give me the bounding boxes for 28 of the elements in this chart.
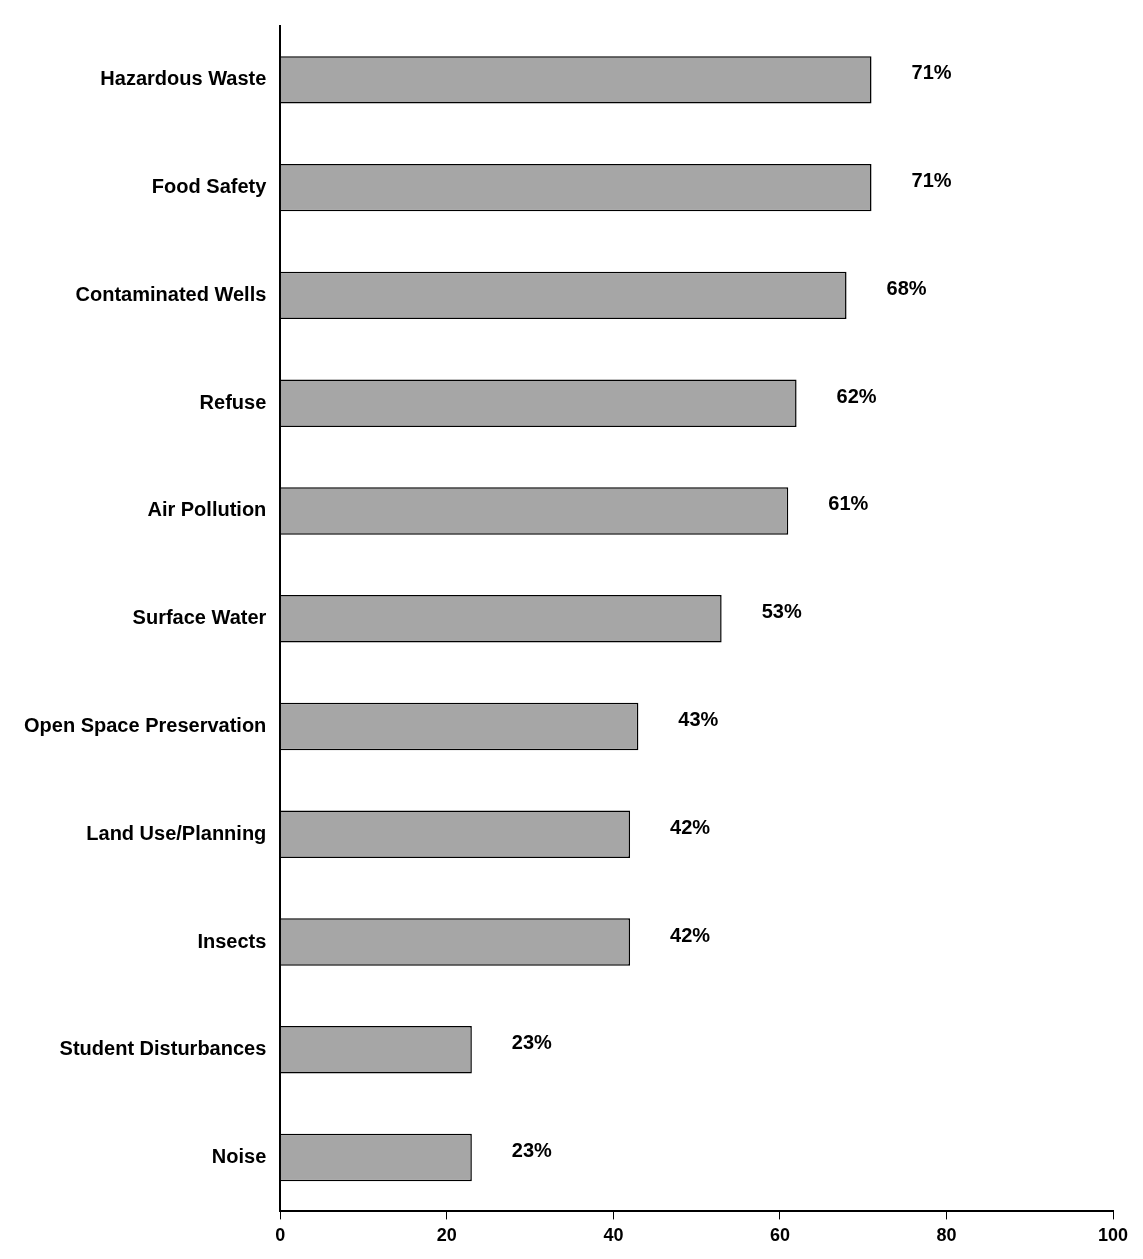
y-tick-label: Noise [211,1145,267,1168]
data-label: 42% [670,923,711,946]
x-tick-label: 80 [936,1225,957,1246]
y-tick-label: Hazardous Waste [100,67,267,90]
data-label: 53% [761,600,802,623]
y-tick-label: Insects [197,929,267,952]
data-label: 61% [828,492,869,515]
x-tick-label: 100 [1097,1225,1129,1246]
data-label: 42% [670,815,711,838]
x-tick-label: 60 [769,1225,790,1246]
y-tick-label: Contaminated Wells [75,282,267,305]
data-label: 23% [511,1031,553,1054]
y-tick-label: Air Pollution [147,498,267,521]
y-tick-label: Land Use/Planning [86,821,267,844]
data-label: 71% [911,169,952,192]
data-label: 62% [836,384,877,407]
x-tick-label: 0 [275,1225,286,1246]
data-label: 23% [511,1139,553,1162]
x-tick-label: 40 [603,1225,624,1246]
data-label: 71% [911,61,952,84]
data-label: 68% [886,276,927,299]
y-tick-label: Open Space Preservation [24,713,267,736]
y-tick-label: Refuse [199,390,267,413]
y-tick-label: Surface Water [132,606,267,629]
y-tick-label: Food Safety [151,175,268,198]
x-tick-label: 20 [436,1225,457,1246]
data-label: 43% [678,707,719,730]
y-tick-label: Student Disturbances [59,1037,267,1060]
